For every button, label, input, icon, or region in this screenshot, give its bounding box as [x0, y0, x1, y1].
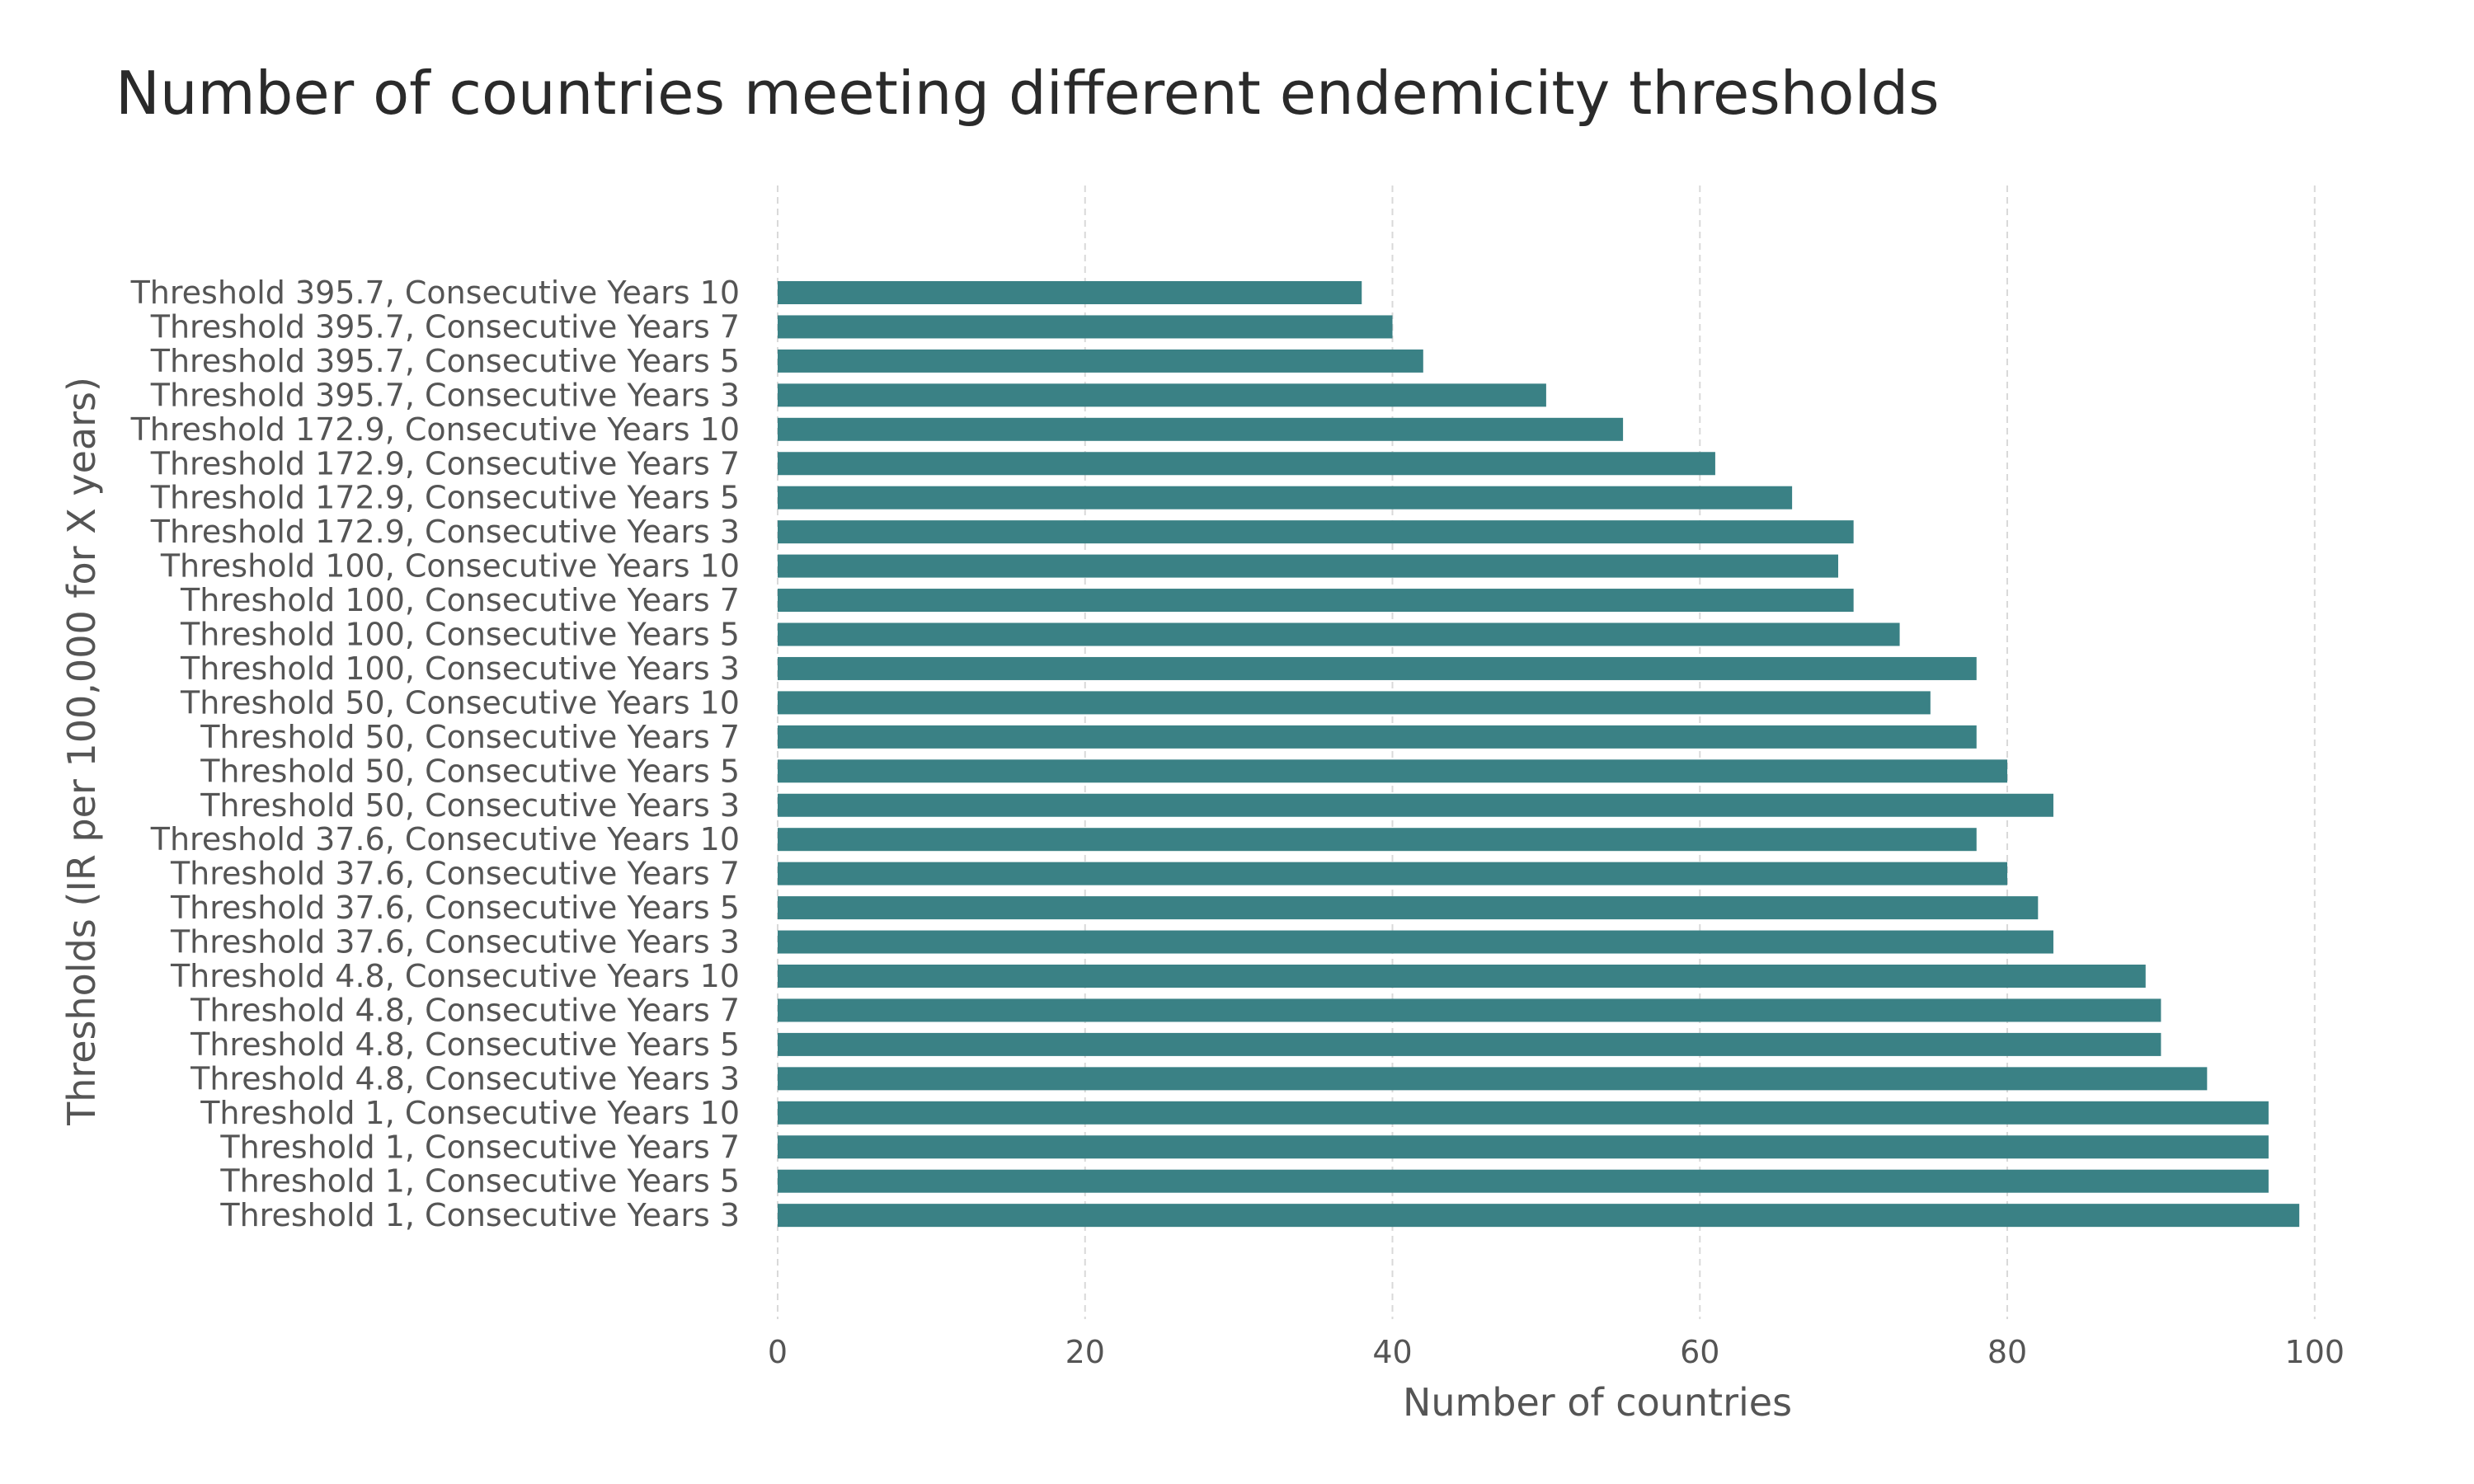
y-tick-label: Threshold 395.7, Consecutive Years 7 — [150, 308, 740, 345]
y-tick-label: Threshold 4.8, Consecutive Years 3 — [190, 1060, 740, 1097]
bar[interactable] — [778, 828, 1977, 852]
bar[interactable] — [778, 1032, 2161, 1056]
bar[interactable] — [778, 486, 1793, 510]
bar[interactable] — [778, 1135, 2269, 1159]
bar[interactable] — [778, 315, 1393, 339]
y-tick-label: Threshold 100, Consecutive Years 5 — [180, 617, 740, 653]
bar[interactable] — [778, 965, 2146, 988]
y-tick-label: Threshold 172.9, Consecutive Years 3 — [150, 514, 740, 550]
y-tick-label: Threshold 1, Consecutive Years 5 — [219, 1163, 740, 1200]
y-axis-title: Thresholds (IR per 100,000 for X years) — [59, 377, 104, 1126]
x-tick-label: 60 — [1680, 1334, 1719, 1370]
bar[interactable] — [778, 349, 1423, 373]
y-tick-label: Threshold 172.9, Consecutive Years 5 — [150, 480, 740, 516]
y-tick-label: Threshold 50, Consecutive Years 7 — [200, 719, 740, 755]
y-tick-label: Threshold 395.7, Consecutive Years 10 — [130, 275, 740, 311]
y-tick-label: Threshold 50, Consecutive Years 5 — [200, 753, 740, 789]
bar[interactable] — [778, 759, 2008, 783]
x-tick-labels: 0 20 40 60 80 100 — [768, 1334, 2345, 1370]
y-tick-label: Threshold 37.6, Consecutive Years 7 — [170, 856, 740, 892]
bar[interactable] — [778, 998, 2161, 1022]
x-tick-label: 80 — [1987, 1334, 2027, 1370]
x-tick-label: 100 — [2285, 1334, 2345, 1370]
y-tick-label: Threshold 50, Consecutive Years 10 — [180, 684, 740, 721]
bar[interactable] — [778, 383, 1546, 407]
y-tick-label: Threshold 1, Consecutive Years 10 — [200, 1095, 740, 1131]
y-tick-label: Threshold 4.8, Consecutive Years 5 — [190, 1026, 740, 1063]
bar[interactable] — [778, 589, 1854, 613]
bar[interactable] — [778, 725, 1977, 749]
y-tick-label: Threshold 100, Consecutive Years 3 — [180, 650, 740, 687]
x-tick-label: 20 — [1065, 1334, 1105, 1370]
bar[interactable] — [778, 930, 2053, 954]
x-tick-label: 0 — [768, 1334, 788, 1370]
bar[interactable] — [778, 691, 1931, 715]
bar[interactable] — [778, 554, 1839, 578]
y-tick-label: Threshold 50, Consecutive Years 3 — [200, 787, 740, 824]
y-tick-label: Threshold 100, Consecutive Years 10 — [160, 548, 740, 585]
bar[interactable] — [778, 622, 1900, 646]
y-tick-label: Threshold 172.9, Consecutive Years 10 — [130, 411, 740, 448]
bar[interactable] — [778, 281, 1362, 304]
chart-title: Number of countries meeting different en… — [115, 59, 1940, 128]
bar[interactable] — [778, 793, 2053, 817]
y-tick-label: Threshold 4.8, Consecutive Years 10 — [170, 958, 740, 994]
bar[interactable] — [778, 1067, 2208, 1091]
y-tick-label: Threshold 100, Consecutive Years 7 — [180, 582, 740, 618]
bar[interactable] — [778, 1101, 2269, 1125]
y-tick-label: Threshold 37.6, Consecutive Years 3 — [170, 924, 740, 960]
y-tick-label: Threshold 37.6, Consecutive Years 10 — [150, 821, 740, 857]
y-tick-label: Threshold 37.6, Consecutive Years 5 — [170, 890, 740, 926]
bar[interactable] — [778, 1204, 2300, 1228]
bar[interactable] — [778, 862, 2008, 885]
y-tick-label: Threshold 1, Consecutive Years 7 — [219, 1129, 740, 1165]
y-tick-label: Threshold 395.7, Consecutive Years 3 — [150, 377, 740, 413]
y-tick-label: Threshold 4.8, Consecutive Years 7 — [190, 992, 740, 1028]
bar[interactable] — [778, 417, 1624, 441]
bar[interactable] — [778, 896, 2039, 920]
bar[interactable] — [778, 1169, 2269, 1193]
bar[interactable] — [778, 656, 1977, 680]
gridlines — [777, 186, 2316, 1319]
y-tick-labels: Threshold 395.7, Consecutive Years 10Thr… — [130, 275, 740, 1233]
y-tick-label: Threshold 1, Consecutive Years 3 — [219, 1197, 740, 1233]
bar[interactable] — [778, 452, 1715, 476]
x-axis-title: Number of countries — [1403, 1380, 1792, 1425]
y-tick-label: Threshold 395.7, Consecutive Years 5 — [150, 343, 740, 379]
y-tick-label: Threshold 172.9, Consecutive Years 7 — [150, 445, 740, 481]
bars — [778, 281, 2300, 1228]
bar[interactable] — [778, 520, 1854, 544]
x-tick-label: 40 — [1372, 1334, 1412, 1370]
